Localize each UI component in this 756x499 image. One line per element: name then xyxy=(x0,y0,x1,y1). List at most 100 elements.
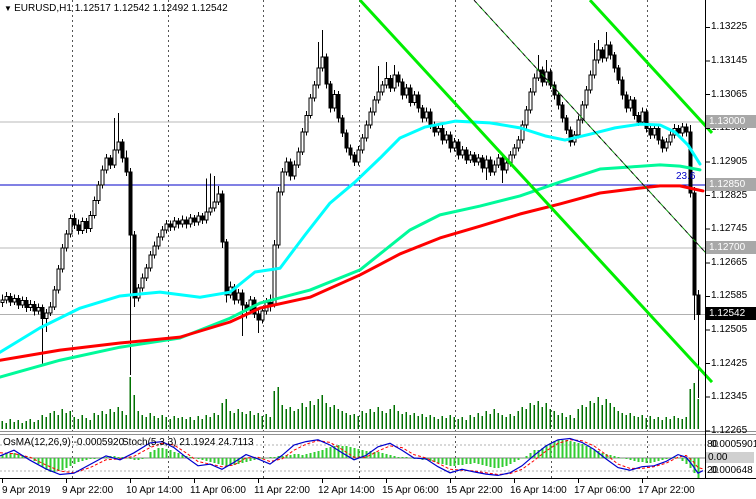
ma-red-line[interactable] xyxy=(0,184,705,362)
volume-bar xyxy=(73,417,75,429)
candle-body xyxy=(24,300,29,309)
trendline-inner-dashed[interactable] xyxy=(473,0,707,254)
osma-histogram-bar xyxy=(157,448,160,458)
candle-body xyxy=(340,117,345,134)
osma-histogram-bar xyxy=(441,458,444,464)
osma-histogram-bar xyxy=(585,446,588,458)
candle-body xyxy=(368,111,373,126)
volume-bar xyxy=(349,415,351,429)
osma-histogram-bar xyxy=(197,458,200,459)
candle-body xyxy=(624,94,629,109)
trendline-channel-lower[interactable] xyxy=(358,0,714,384)
candle-body xyxy=(172,220,177,228)
candle-body xyxy=(16,297,21,306)
volume-bar xyxy=(65,413,67,429)
volume-bar xyxy=(197,416,199,429)
volume-bar xyxy=(693,383,695,429)
volume-bar xyxy=(597,397,599,429)
osma-histogram-bar xyxy=(65,458,68,468)
osma-histogram-bar xyxy=(213,458,216,463)
volume-bar xyxy=(225,399,227,429)
volume-bar xyxy=(433,417,435,429)
osma-histogram-bar xyxy=(533,450,536,458)
candle-body xyxy=(88,214,93,230)
candle-body xyxy=(116,141,121,151)
osma-histogram-bar xyxy=(697,458,700,478)
volume-bar xyxy=(333,405,335,429)
volume-bar xyxy=(485,411,487,429)
price-axis-label: 1.13225 xyxy=(711,21,748,33)
ma-cyan-line[interactable] xyxy=(0,119,702,354)
volume-bar xyxy=(41,415,43,429)
volume-bar xyxy=(149,413,151,429)
osma-histogram-bar xyxy=(489,458,492,467)
candle-body xyxy=(40,307,45,320)
candle-body xyxy=(616,67,621,81)
trendline-inner-dashed[interactable] xyxy=(473,0,707,254)
candle-body xyxy=(44,312,49,320)
osma-histogram-bar xyxy=(589,448,592,458)
osma-histogram-bar xyxy=(521,458,524,459)
volume-bar xyxy=(9,419,11,429)
volume-bar xyxy=(221,403,223,429)
osma-histogram-bar xyxy=(377,452,380,458)
candle-body xyxy=(284,161,289,173)
osma-histogram-bar xyxy=(61,458,64,470)
osma-histogram-bar xyxy=(173,452,176,458)
osma-histogram-bar xyxy=(405,457,408,458)
time-axis-label: 15 Apr 06:00 xyxy=(382,485,439,496)
candle-body xyxy=(588,74,593,91)
candle-body xyxy=(300,131,305,153)
candle-body xyxy=(64,233,69,249)
osma-histogram-bar xyxy=(653,458,656,462)
osma-histogram-bar xyxy=(189,457,192,458)
osma-histogram-bar xyxy=(477,458,480,464)
osma-histogram-bar xyxy=(137,458,140,460)
volume-bar xyxy=(157,418,159,429)
osma-histogram-bar xyxy=(221,458,224,465)
volume-bar xyxy=(425,417,427,429)
collapse-objects-icon[interactable]: ▼ xyxy=(4,4,15,13)
osma-histogram-bar xyxy=(537,450,540,458)
candle-body xyxy=(212,201,217,209)
candle-body xyxy=(224,241,229,296)
candle-body xyxy=(660,139,665,149)
candle-body xyxy=(132,234,137,299)
volume-bar xyxy=(465,420,467,429)
candle-body xyxy=(108,157,113,166)
osma-histogram-bar xyxy=(125,458,128,459)
osma-histogram-bar xyxy=(409,458,412,459)
candle-body xyxy=(464,149,469,161)
trendline-channel-upper[interactable] xyxy=(588,0,714,134)
volume-bar xyxy=(101,411,103,429)
candle-body xyxy=(208,207,213,213)
volume-bar xyxy=(313,405,315,429)
volume-bar xyxy=(25,421,27,429)
candle-body xyxy=(380,84,385,93)
volume-bar xyxy=(45,417,47,429)
osma-histogram-bar xyxy=(369,451,372,458)
candle-body xyxy=(620,79,625,96)
candle-body xyxy=(176,220,181,225)
candle-body xyxy=(276,191,281,246)
volume-bar xyxy=(357,416,359,429)
volume-bar xyxy=(497,413,499,429)
candle-body xyxy=(292,164,297,177)
osma-histogram-bar xyxy=(609,455,612,458)
osma-histogram-bar xyxy=(241,458,244,463)
candle-body xyxy=(280,171,285,193)
candle-body xyxy=(104,157,109,171)
candle-body xyxy=(164,223,169,231)
candle-body xyxy=(632,99,637,116)
candle-body xyxy=(520,124,525,141)
time-axis-label: 17 Apr 22:00 xyxy=(638,485,695,496)
volume-bar xyxy=(673,416,675,429)
volume-bar xyxy=(637,417,639,429)
osma-histogram-bar xyxy=(77,458,80,462)
osma-histogram-bar xyxy=(121,457,124,458)
candle-body xyxy=(400,81,405,96)
osma-histogram-bar xyxy=(673,457,676,458)
candle-body xyxy=(480,157,485,169)
